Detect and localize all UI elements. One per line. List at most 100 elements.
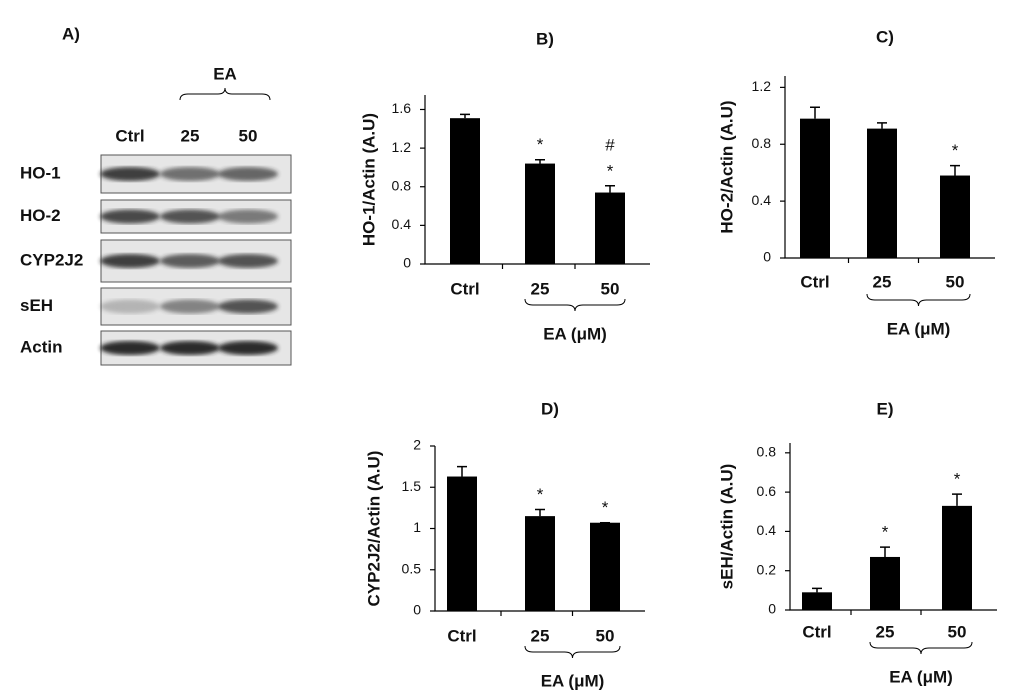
blot-band [100,299,160,314]
y-tick-label: 0.4 [752,192,772,208]
x-tick-label: Ctrl [802,622,831,641]
error-bar [950,164,960,176]
blot-band [100,254,160,268]
row-label: CYP2J2 [20,250,83,269]
y-axis-label: sEH/Actin (A.U) [717,464,736,590]
significance-mark: # [605,135,615,154]
group-brace [524,298,626,312]
chart-title: B) [536,29,554,48]
bar [450,118,480,264]
y-tick-label: 0.8 [392,177,412,193]
error-bar [877,122,887,129]
blot-band [160,299,220,314]
significance-mark: * [537,135,544,154]
bar [525,163,555,264]
y-tick-label: 0 [768,601,776,617]
x-tick-label: 50 [601,279,620,298]
y-tick-label: 0.6 [757,483,777,499]
blot-band [218,209,278,224]
y-tick-label: 0.5 [402,560,422,576]
significance-mark: * [607,161,614,180]
error-bar [952,493,962,506]
blot-band [218,167,278,181]
bar [595,192,625,264]
bar [800,118,830,258]
error-bar [457,465,467,477]
bar [942,505,972,610]
significance-mark: * [882,523,889,542]
y-tick-label: 1.2 [752,78,772,94]
bar [867,128,897,258]
blot-band [218,254,278,268]
y-tick-label: 0.4 [392,216,412,232]
y-tick-label: 1 [413,519,421,535]
chart-title: C) [876,27,894,46]
blot-band [160,167,220,181]
significance-mark: * [602,498,609,517]
group-brace [866,293,971,307]
row-label: Actin [20,337,63,356]
bar [802,592,832,610]
y-tick-label: 0.2 [757,561,777,577]
error-bar [535,158,545,164]
error-bar [880,546,890,557]
y-tick-label: 0 [403,255,411,271]
blot-band [218,341,278,355]
x-tick-label: 25 [876,622,895,641]
y-axis-label: CYP2J2/Actin (A.U) [364,451,383,607]
significance-mark: * [952,141,959,160]
y-tick-label: 0 [763,249,771,265]
y-axis-label: HO-1/Actin (A.U) [359,113,378,246]
chart-title: E) [877,399,894,418]
error-bar [605,185,615,193]
y-tick-label: 0.8 [757,444,777,460]
error-bar [810,106,820,119]
error-bar [812,587,822,593]
group-label: EA (μM) [889,667,953,686]
chart-title: D) [541,399,559,418]
bar [940,175,970,258]
row-label: sEH [20,296,53,315]
blot-band [100,167,160,181]
blot-band [160,209,220,224]
bar [590,522,620,611]
x-tick-label: Ctrl [450,279,479,298]
y-tick-label: 1.5 [402,478,422,494]
y-tick-label: 0.8 [752,135,772,151]
treatment-label: EA [213,64,237,83]
y-tick-label: 1.6 [392,100,412,116]
x-tick-label: 25 [873,272,892,291]
y-tick-label: 1.2 [392,139,412,155]
bar [870,556,900,610]
group-label: EA (μM) [543,324,607,343]
lane-label: 25 [181,126,200,145]
group-brace [869,641,973,655]
group-brace [524,645,621,659]
blot-band [160,341,220,355]
x-tick-label: 50 [948,622,967,641]
blot-band [160,254,220,268]
x-tick-label: 50 [596,626,615,645]
x-tick-label: Ctrl [800,272,829,291]
blot-band [218,299,278,314]
row-label: HO-1 [20,163,61,182]
x-tick-label: 25 [531,279,550,298]
x-tick-label: 50 [946,272,965,291]
error-bar [535,508,545,517]
bar [447,476,477,611]
blot-band [100,341,160,355]
group-label: EA (μM) [887,319,951,338]
bar [525,516,555,611]
x-tick-label: Ctrl [447,626,476,645]
row-label: HO-2 [20,206,61,225]
y-tick-label: 0.4 [757,522,777,538]
panel-label: A) [62,24,80,43]
lane-label: Ctrl [115,126,144,145]
significance-mark: * [954,470,961,489]
x-tick-label: 25 [531,626,550,645]
group-label: EA (μM) [541,671,605,690]
significance-mark: * [537,485,544,504]
lane-label: 50 [239,126,258,145]
